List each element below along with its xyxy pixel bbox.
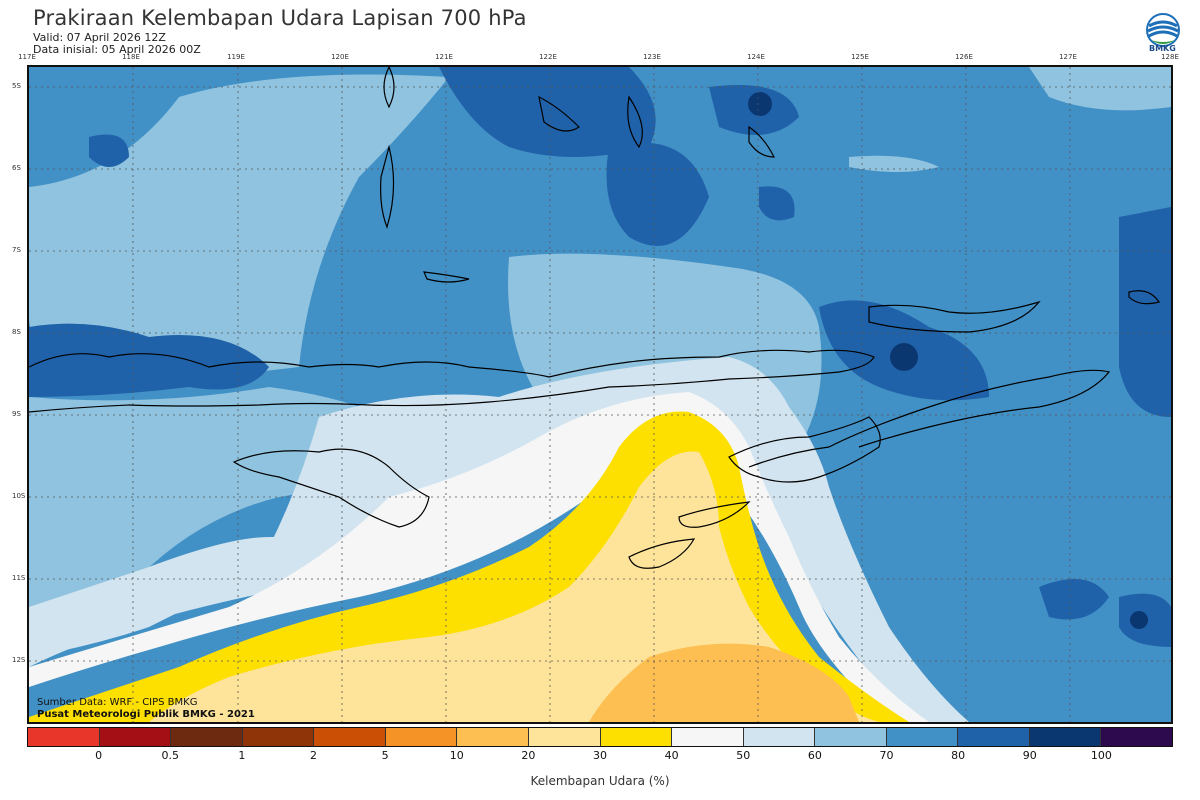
longitude-labels: 117E 118E 119E 120E 121E 122E 123E 124E … [0, 53, 1200, 65]
color-bar-segment [385, 728, 458, 746]
color-bar-tick: 5 [381, 749, 389, 762]
color-bar-tick: 2 [310, 749, 317, 762]
color-bar-segment [242, 728, 315, 746]
lat-label: 8S [12, 328, 21, 336]
color-bar-tick: 90 [1022, 749, 1037, 762]
color-bar-segment [1029, 728, 1102, 746]
color-bar-tick: 10 [449, 749, 464, 762]
lat-label: 6S [12, 164, 21, 172]
color-bar-segment [457, 728, 529, 746]
lat-label: 5S [12, 82, 21, 90]
color-bar-segment [958, 728, 1030, 746]
producer-credit: Pusat Meteorologi Publik BMKG - 2021 [37, 709, 255, 720]
color-bar-segment [99, 728, 172, 746]
color-bar-tick: 1 [238, 749, 246, 762]
color-bar-segment [672, 728, 744, 746]
lon-label: 120E [331, 53, 349, 61]
color-bar-ticks: 0 0.5 1 2 5 10 20 30 40 50 60 70 80 90 100 [27, 749, 1173, 765]
data-source-credit: Sumber Data: WRF - CIPS BMKG [37, 697, 198, 708]
initial-time: Data inisial: 05 April 2026 00Z [33, 43, 201, 56]
color-bar [27, 727, 1173, 747]
coastlines [29, 67, 1160, 569]
lat-label: 7S [12, 246, 21, 254]
lat-label: 10S [12, 492, 26, 500]
lon-label: 126E [955, 53, 973, 61]
color-bar-segment [1101, 728, 1172, 746]
color-bar-tick: 60 [807, 749, 822, 762]
color-bar-segment [815, 728, 887, 746]
color-bar-tick: 100 [1090, 749, 1112, 762]
color-bar-segment [743, 728, 816, 746]
color-bar-tick: 30 [593, 749, 607, 762]
lon-label: 119E [227, 53, 245, 61]
lon-label: 128E [1161, 53, 1179, 61]
lon-label: 118E [122, 53, 140, 61]
logo-text: BMKG [1149, 44, 1176, 53]
lat-label: 11S [12, 574, 26, 582]
color-bar-segment [600, 728, 673, 746]
lon-label: 125E [851, 53, 869, 61]
color-bar-tick: 20 [521, 749, 536, 762]
color-bar-tick: 80 [951, 749, 966, 762]
lat-label: 9S [12, 410, 21, 418]
lon-label: 117E [18, 53, 36, 61]
humidity-field [29, 67, 1171, 722]
color-bar-segment [28, 728, 100, 746]
lon-label: 127E [1059, 53, 1077, 61]
color-bar-tick: 0 [95, 749, 103, 762]
color-bar-segment [886, 728, 959, 746]
color-bar-segment [171, 728, 243, 746]
humidity-map [27, 65, 1173, 724]
color-bar-tick: 0.5 [161, 749, 180, 762]
color-bar-tick: 40 [664, 749, 679, 762]
color-bar-segment [528, 728, 601, 746]
color-bar-segment [314, 728, 386, 746]
legend-title: Kelembapan Udara (%) [530, 774, 670, 788]
map-title: Prakiraan Kelembapan Udara Lapisan 700 h… [33, 6, 527, 30]
lon-label: 122E [539, 53, 557, 61]
color-bar-tick: 50 [736, 749, 751, 762]
lat-label: 12S [12, 656, 26, 664]
lon-label: 124E [747, 53, 765, 61]
lon-label: 123E [643, 53, 661, 61]
lon-label: 121E [435, 53, 453, 61]
color-bar-tick: 70 [879, 749, 894, 762]
valid-time: Valid: 07 April 2026 12Z [33, 31, 166, 44]
bmkg-logo-icon [1146, 13, 1180, 47]
